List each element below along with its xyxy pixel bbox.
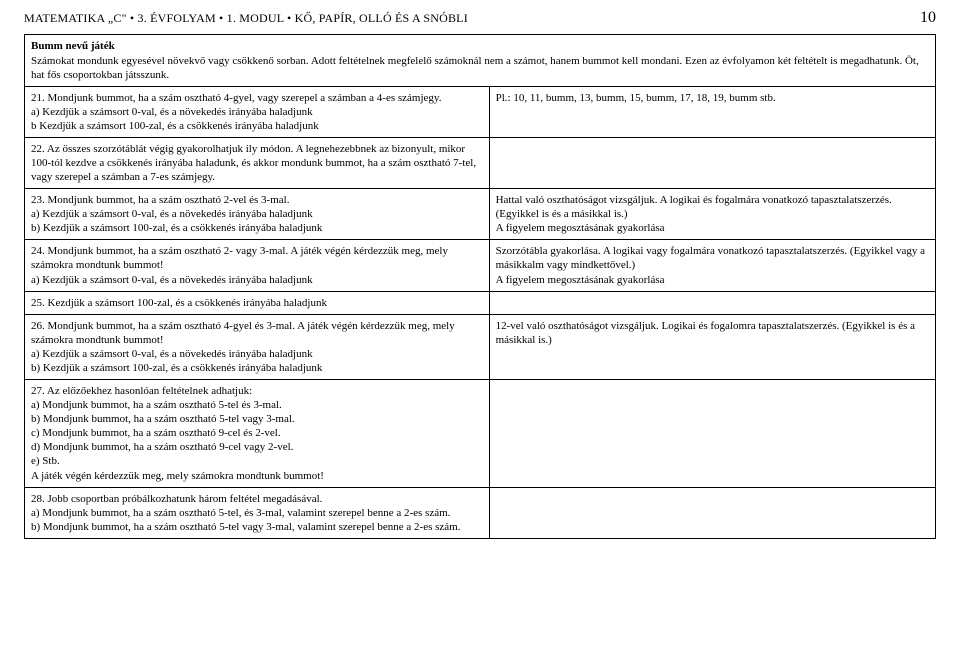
table-row: 27. Az előzőekhez hasonlóan feltételnek … [25, 380, 936, 488]
cell-left: 22. Az összes szorzótáblát végig gyakoro… [25, 137, 490, 188]
table-row: 25. Kezdjük a számsort 100-zal, és a csö… [25, 291, 936, 314]
cell-left: 25. Kezdjük a számsort 100-zal, és a csö… [25, 291, 490, 314]
table-row: 22. Az összes szorzótáblát végig gyakoro… [25, 137, 936, 188]
intro-title: Bumm nevű játék [31, 39, 929, 53]
cell-right [489, 487, 935, 538]
page-number: 10 [920, 8, 936, 28]
intro-body: Számokat mondunk egyesével növekvő vagy … [31, 54, 929, 82]
cell-left: 21. Mondjunk bummot, ha a szám osztható … [25, 86, 490, 137]
cell-right [489, 137, 935, 188]
cell-right [489, 291, 935, 314]
table-row: 23. Mondjunk bummot, ha a szám osztható … [25, 189, 936, 240]
table-row: 26. Mondjunk bummot, ha a szám osztható … [25, 314, 936, 379]
cell-right: Hattal való oszthatóságot vizsgáljuk. A … [489, 189, 935, 240]
cell-left: 26. Mondjunk bummot, ha a szám osztható … [25, 314, 490, 379]
page-header: MATEMATIKA „C" • 3. ÉVFOLYAM • 1. MODUL … [24, 8, 936, 28]
cell-left: 27. Az előzőekhez hasonlóan feltételnek … [25, 380, 490, 488]
cell-right: 12-vel való oszthatóságot vizsgáljuk. Lo… [489, 314, 935, 379]
table-row: 24. Mondjunk bummot, ha a szám osztható … [25, 240, 936, 291]
cell-left: 28. Jobb csoportban próbálkozhatunk háro… [25, 487, 490, 538]
exercise-table: 21. Mondjunk bummot, ha a szám osztható … [24, 86, 936, 539]
cell-right [489, 380, 935, 488]
cell-right: Szorzótábla gyakorlása. A logikai vagy f… [489, 240, 935, 291]
table-row: 28. Jobb csoportban próbálkozhatunk háro… [25, 487, 936, 538]
document-page: MATEMATIKA „C" • 3. ÉVFOLYAM • 1. MODUL … [0, 0, 960, 539]
table-row: 21. Mondjunk bummot, ha a szám osztható … [25, 86, 936, 137]
cell-right: Pl.: 10, 11, bumm, 13, bumm, 15, bumm, 1… [489, 86, 935, 137]
intro-block: Bumm nevű játék Számokat mondunk egyesév… [24, 34, 936, 85]
cell-left: 24. Mondjunk bummot, ha a szám osztható … [25, 240, 490, 291]
header-title: MATEMATIKA „C" • 3. ÉVFOLYAM • 1. MODUL … [24, 11, 468, 26]
cell-left: 23. Mondjunk bummot, ha a szám osztható … [25, 189, 490, 240]
